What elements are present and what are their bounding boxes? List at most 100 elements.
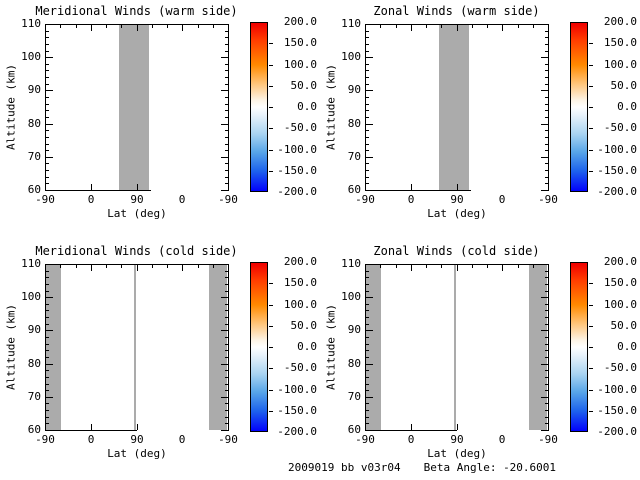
x-minor-tick	[441, 265, 442, 268]
y-minor-tick	[225, 163, 228, 164]
colorbar-tick-label: -100.0	[277, 143, 317, 156]
y-minor-tick	[545, 384, 548, 385]
y-minor-tick	[225, 277, 228, 278]
y-minor-tick	[545, 117, 548, 118]
y-minor-tick	[46, 51, 49, 52]
y-minor-tick	[545, 44, 548, 45]
y-tick-label: 70	[347, 150, 361, 163]
y-major-tick	[46, 397, 53, 398]
y-minor-tick	[225, 357, 228, 358]
y-minor-tick	[46, 310, 49, 311]
x-tick-label: 0	[498, 433, 506, 446]
colorbar-tick	[269, 43, 273, 44]
y-major-tick	[46, 124, 53, 125]
x-minor-tick	[533, 265, 534, 268]
y-minor-tick	[545, 130, 548, 131]
y-minor-tick	[46, 110, 49, 111]
y-minor-tick	[545, 104, 548, 105]
y-minor-tick	[545, 177, 548, 178]
y-axis-title: Altitude (km)	[324, 303, 338, 391]
y-minor-tick	[366, 177, 369, 178]
y-minor-tick	[46, 317, 49, 318]
x-minor-tick	[121, 265, 122, 268]
y-minor-tick	[545, 337, 548, 338]
x-axis-title: Lat (deg)	[107, 207, 167, 220]
y-tick-label: 90	[27, 323, 41, 336]
x-tick-label: -90	[218, 193, 238, 206]
y-major-tick	[366, 190, 373, 191]
x-major-tick	[182, 265, 183, 271]
y-minor-tick	[366, 51, 369, 52]
panel-meridional-warm: Meridional Winds (warm side) 110 100 90 80 70…	[0, 0, 320, 240]
y-tick-label: 60	[347, 183, 361, 196]
colorbar-tick	[269, 150, 273, 151]
x-major-tick	[411, 25, 412, 31]
panel-title: Zonal Winds (cold side)	[373, 244, 540, 258]
colorbar-tick	[269, 368, 273, 369]
y-tick-label: 100	[21, 50, 41, 63]
x-minor-tick	[106, 265, 107, 268]
y-minor-tick	[225, 110, 228, 111]
y-minor-tick	[46, 137, 49, 138]
y-minor-tick	[46, 150, 49, 151]
x-tick-label: 90	[130, 193, 144, 206]
x-major-tick	[91, 265, 92, 271]
y-minor-tick	[46, 410, 49, 411]
x-axis-title: Lat (deg)	[427, 207, 487, 220]
y-minor-tick	[366, 97, 369, 98]
axis-frame-bottom	[365, 430, 457, 431]
y-major-tick	[366, 157, 373, 158]
y-major-tick	[46, 90, 53, 91]
y-tick-label: 80	[27, 357, 41, 370]
y-tick-label: 100	[341, 50, 361, 63]
x-minor-tick	[518, 25, 519, 28]
y-major-tick	[541, 397, 548, 398]
y-tick-label: 70	[347, 390, 361, 403]
x-tick-label: 0	[178, 193, 186, 206]
y-minor-tick	[46, 130, 49, 131]
axis-frame-left	[365, 264, 366, 431]
y-minor-tick	[225, 284, 228, 285]
colorbar-tick-label: -100.0	[597, 383, 637, 396]
y-major-tick	[46, 330, 53, 331]
y-minor-tick	[225, 310, 228, 311]
footer-beta-angle-label: Beta Angle: -20.6001	[423, 461, 557, 474]
y-minor-tick	[46, 403, 49, 404]
y-minor-tick	[46, 64, 49, 65]
y-major-tick	[366, 57, 373, 58]
y-major-tick	[221, 297, 228, 298]
x-major-tick	[365, 424, 366, 430]
x-tick-label: 0	[87, 433, 95, 446]
x-major-tick	[365, 265, 366, 271]
colorbar-tick-label: 0.0	[297, 100, 317, 113]
axis-frame-bottom	[45, 430, 137, 431]
x-minor-tick	[472, 265, 473, 268]
y-minor-tick	[545, 403, 548, 404]
x-major-tick	[502, 265, 503, 271]
x-tick-label: 0	[178, 433, 186, 446]
y-minor-tick	[46, 97, 49, 98]
y-minor-tick	[366, 170, 369, 171]
x-minor-tick	[472, 25, 473, 28]
x-major-tick	[137, 25, 138, 31]
colorbar-tick-label: 50.0	[610, 319, 638, 332]
plot-area	[365, 264, 549, 431]
x-tick-label: 0	[87, 193, 95, 206]
y-minor-tick	[225, 324, 228, 325]
y-minor-tick	[366, 370, 369, 371]
x-minor-tick	[152, 265, 153, 268]
y-major-tick	[366, 24, 373, 25]
x-major-tick	[548, 265, 549, 271]
axis-frame-bottom	[45, 190, 151, 191]
x-tick-label: -90	[35, 193, 55, 206]
x-major-tick	[137, 184, 138, 190]
y-minor-tick	[46, 44, 49, 45]
y-minor-tick	[545, 170, 548, 171]
y-minor-tick	[545, 37, 548, 38]
y-minor-tick	[366, 110, 369, 111]
colorbar-tick	[589, 128, 593, 129]
y-minor-tick	[366, 337, 369, 338]
y-minor-tick	[46, 170, 49, 171]
colorbar-tick	[589, 411, 593, 412]
y-minor-tick	[545, 271, 548, 272]
